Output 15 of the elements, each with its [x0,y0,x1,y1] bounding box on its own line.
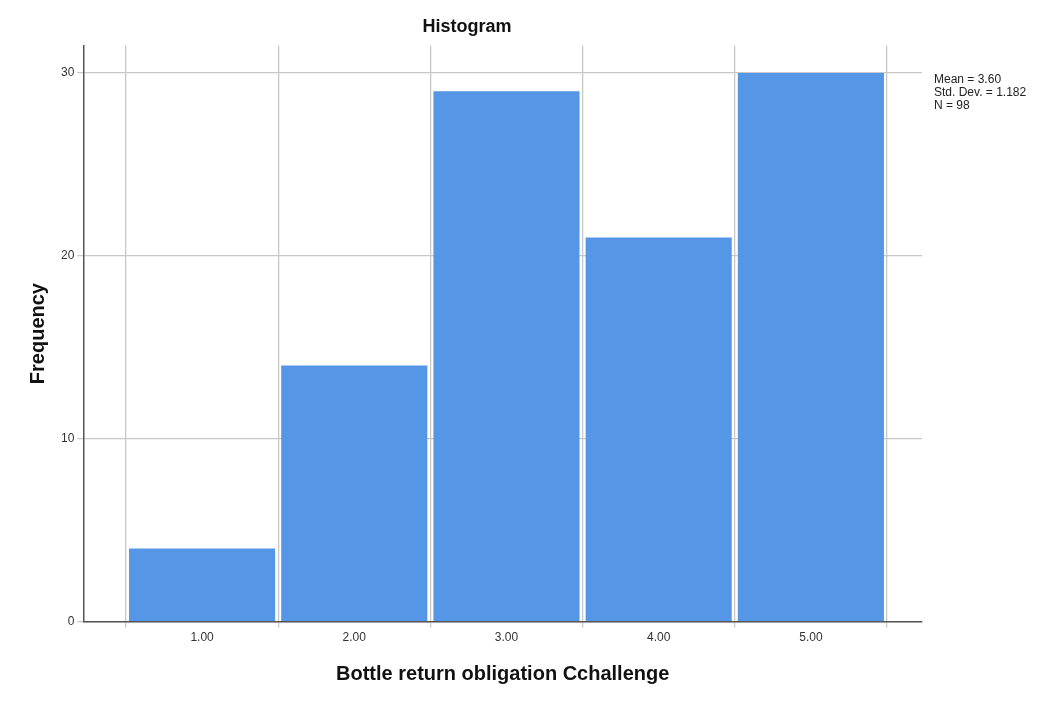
y-tick-label: 20 [60,248,75,263]
text: Mean = 3.60 [934,71,1002,86]
text: N = 98 [934,97,971,112]
chart-title: Histogram [422,15,512,36]
x-tick-label: 1.00 [190,630,215,645]
y-tick-label: 10 [60,431,75,446]
x-axis-title: Bottle return obligation Cchallenge [335,661,670,684]
x-tick-label: 4.00 [647,630,671,645]
y-tick-label: 30 [60,65,75,80]
text: Std. Dev. = 1.182 [934,84,1027,99]
x-tick-label: 3.00 [494,630,519,645]
x-tick-label: 5.00 [799,630,823,645]
y-tick-label: 0 [67,613,75,628]
y-axis-title: Frequency [25,282,48,385]
x-tick-label: 2.00 [342,630,367,645]
